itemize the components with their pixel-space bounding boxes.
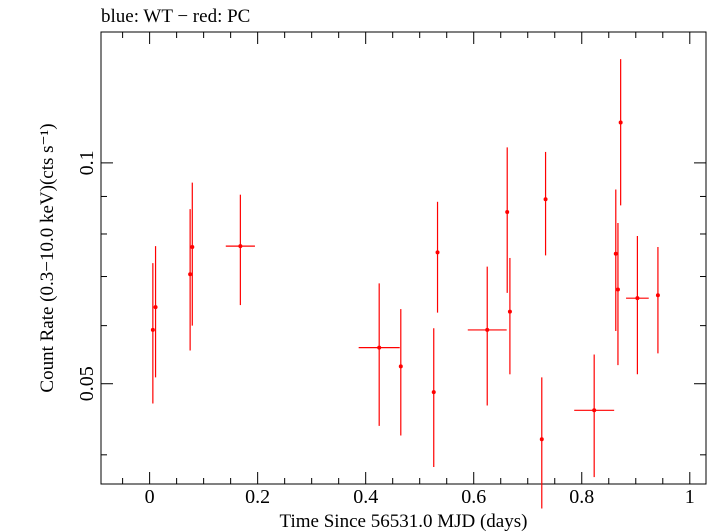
data-marker	[539, 437, 544, 442]
data-point	[150, 263, 155, 404]
data-marker	[190, 244, 195, 249]
x-tick-label: 0.2	[245, 486, 270, 508]
x-tick-label: 0	[145, 486, 155, 508]
data-point	[153, 246, 158, 378]
chart-title: blue: WT − red: PC	[101, 6, 250, 27]
data-point	[505, 147, 510, 293]
data-marker	[615, 287, 620, 292]
data-marker	[153, 305, 158, 310]
data-point	[188, 209, 193, 351]
data-point	[539, 377, 544, 509]
data-point	[615, 223, 620, 366]
data-marker	[635, 296, 640, 301]
data-point	[190, 182, 195, 326]
x-tick-label: 0.4	[353, 486, 378, 508]
data-marker	[655, 293, 660, 298]
data-point	[358, 283, 400, 426]
data-marker	[592, 408, 597, 413]
x-tick-label: 0.8	[569, 486, 594, 508]
data-point	[507, 257, 512, 375]
y-tick-label: 0.1	[76, 150, 98, 175]
data-marker	[485, 327, 490, 332]
y-tick-label: 0.05	[76, 366, 98, 401]
data-point	[655, 246, 660, 354]
data-marker	[398, 364, 403, 369]
y-axis-label: Count Rate (0.3−10.0 keV)(cts s⁻¹)	[37, 123, 58, 392]
data-point	[543, 151, 548, 256]
x-tick-label: 1	[685, 486, 695, 508]
data-marker	[150, 327, 155, 332]
x-axis-ticks: 0 0.2 0.4 0.6 0.8 1	[122, 32, 695, 508]
data-marker	[435, 250, 440, 255]
data-point	[225, 194, 255, 306]
data-point	[618, 59, 623, 206]
data-point	[398, 309, 403, 436]
data-point	[435, 201, 440, 313]
data-marker	[505, 210, 510, 215]
data-point	[626, 235, 649, 375]
data-marker	[507, 309, 512, 314]
plot-frame	[100, 31, 707, 485]
data-marker	[238, 244, 243, 249]
data-point	[467, 266, 507, 406]
data-point	[574, 354, 615, 478]
data-marker	[543, 197, 548, 202]
y-axis-ticks: 0.05 0.1	[76, 150, 706, 456]
data-point	[613, 189, 618, 331]
data-marker	[618, 120, 623, 125]
data-marker	[188, 272, 193, 277]
data-marker	[613, 251, 618, 256]
data-marker	[377, 345, 382, 350]
data-point	[431, 328, 436, 468]
data-marker	[431, 390, 436, 395]
x-tick-label: 0.6	[461, 486, 486, 508]
data-series-pc	[150, 59, 660, 509]
x-axis-label: Time Since 56531.0 MJD (days)	[280, 511, 528, 532]
